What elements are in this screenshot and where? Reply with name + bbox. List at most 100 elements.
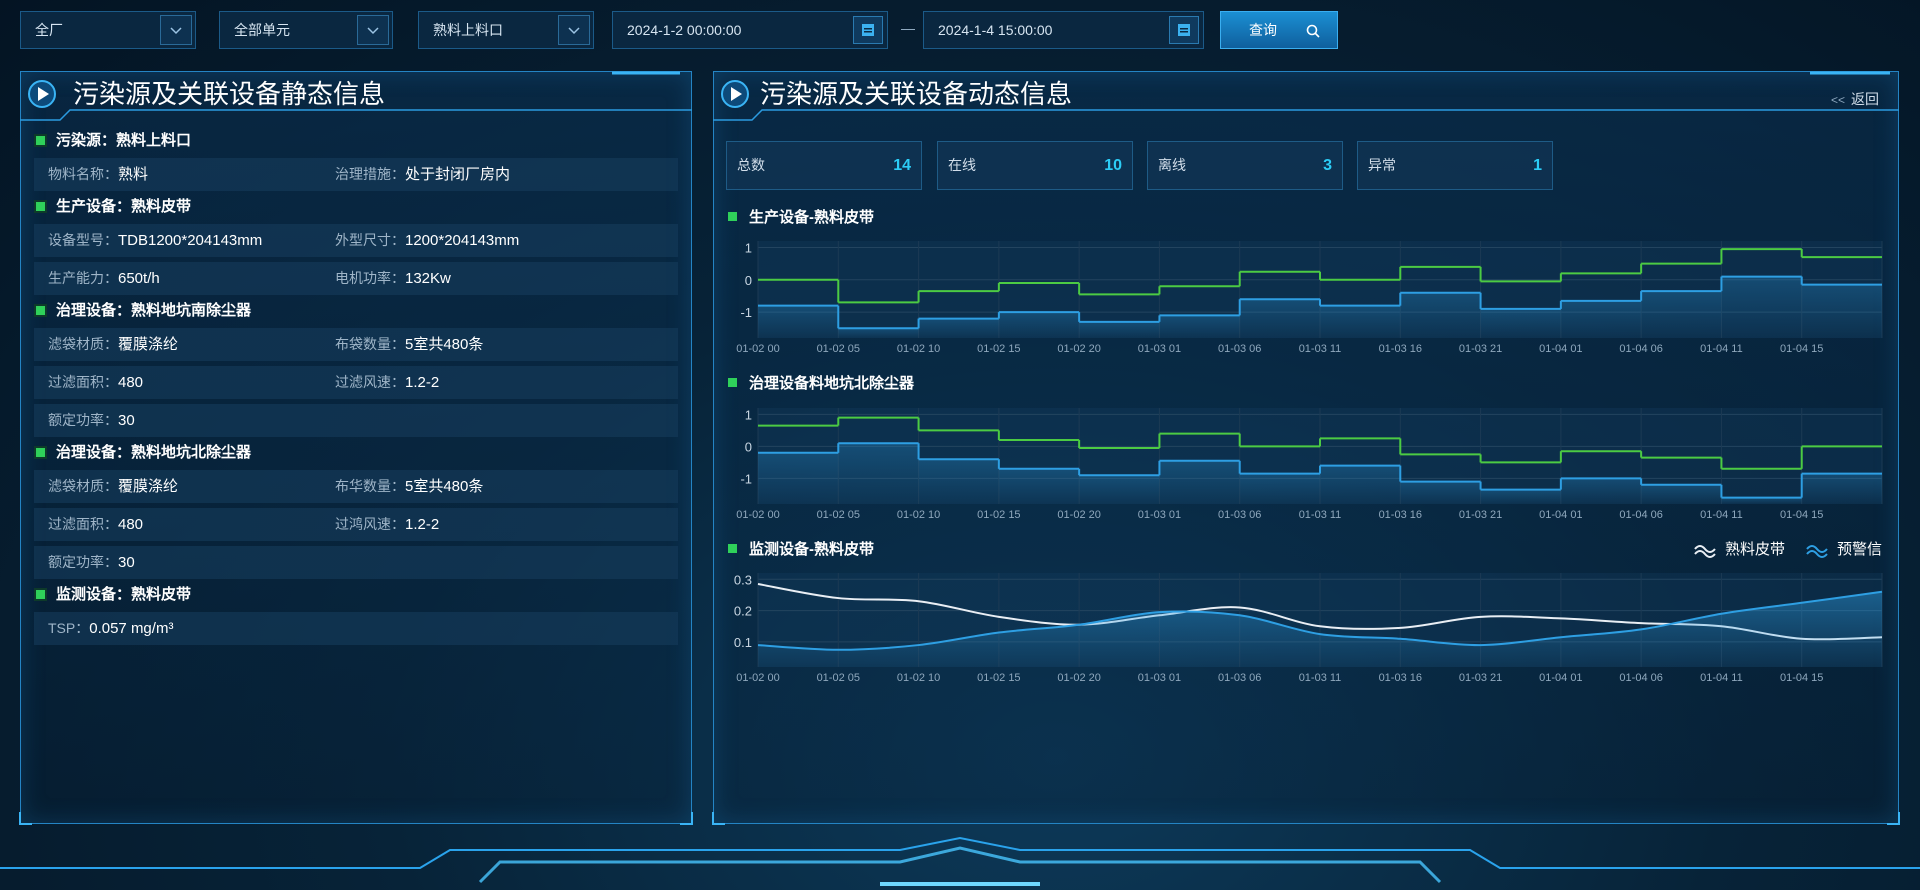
info-cell: 过滤面积：480 bbox=[48, 508, 143, 541]
info-cell: 治理措施：处于封闭厂房内 bbox=[335, 158, 510, 191]
y-tick-label: 0 bbox=[745, 273, 752, 288]
x-tick-label: 01-04 11 bbox=[1700, 343, 1743, 355]
date-separator bbox=[901, 29, 915, 30]
step-area bbox=[838, 443, 919, 504]
step-area bbox=[1721, 276, 1802, 338]
chart-title-marker bbox=[728, 212, 737, 221]
stat-label: 在线 bbox=[948, 157, 976, 173]
info-cell: 过滤面积：480 bbox=[48, 366, 143, 399]
info-value: 132Kw bbox=[405, 270, 451, 287]
chart: 治理设备料地坑北除尘器 1 0 -1 01-02 00 01-02 05 01-02 10 0… bbox=[728, 374, 1883, 521]
info-value: 熟料 bbox=[118, 166, 149, 183]
unit-select[interactable]: 全部单元 bbox=[219, 11, 393, 49]
dropdown-arrow bbox=[558, 15, 590, 45]
info-label: 外型尺寸： bbox=[335, 232, 405, 248]
info-value: TDB1200*204143mm bbox=[118, 232, 263, 249]
x-tick-label: 01-02 15 bbox=[977, 672, 1020, 684]
info-label: 布华数量： bbox=[335, 478, 405, 494]
x-tick-label: 01-04 06 bbox=[1619, 672, 1662, 684]
info-label: 额定功率： bbox=[48, 554, 118, 570]
x-tick-label: 01-03 21 bbox=[1459, 672, 1502, 684]
x-tick-label: 01-03 16 bbox=[1379, 343, 1422, 355]
info-row: 设备型号：TDB1200*204143mm 外型尺寸：1200*204143mm bbox=[34, 224, 678, 257]
info-label: 滤袋材质： bbox=[48, 336, 118, 352]
step-area bbox=[1159, 315, 1240, 338]
x-tick-label: 01-03 21 bbox=[1459, 343, 1502, 355]
chevron bbox=[170, 27, 182, 35]
x-tick-label: 01-02 20 bbox=[1057, 343, 1100, 355]
x-tick-label: 01-04 15 bbox=[1780, 509, 1823, 521]
query-button[interactable]: 查询 bbox=[1220, 11, 1338, 49]
info-label: 滤袋材质： bbox=[48, 478, 118, 494]
info-cell: 滤袋材质：覆膜涤纶 bbox=[48, 470, 178, 503]
info-value: 1.2-2 bbox=[405, 516, 440, 533]
step-area bbox=[758, 452, 839, 504]
calendar bbox=[862, 24, 874, 36]
x-tick-label: 01-04 06 bbox=[1619, 343, 1662, 355]
x-tick-label: 01-03 16 bbox=[1379, 509, 1422, 521]
info-row: 生产能力：650t/h 电机功率：132Kw bbox=[34, 262, 678, 295]
stat-value: 3 bbox=[1323, 157, 1332, 174]
icon-play bbox=[38, 87, 49, 101]
info-value: 5室共480条 bbox=[405, 336, 484, 353]
factory-select[interactable]: 全厂 bbox=[20, 11, 196, 49]
legend-label: 预警信 bbox=[1837, 541, 1882, 558]
info-label: 过滤风速： bbox=[335, 374, 405, 390]
info-value: 覆膜涤纶 bbox=[118, 478, 179, 495]
info-row: 物料名称：熟料 治理措施：处于封闭厂房内 bbox=[34, 158, 678, 191]
step-area bbox=[998, 468, 1080, 504]
chart-title: 监测设备-熟料皮带 bbox=[749, 540, 874, 558]
search-icon bbox=[1306, 24, 1320, 38]
x-tick-label: 01-03 16 bbox=[1379, 672, 1422, 684]
stat-card: 异常 1 bbox=[1357, 141, 1553, 190]
step-area bbox=[1721, 497, 1802, 504]
end-date[interactable]: 2024-1-4 15:00:00 bbox=[923, 11, 1204, 49]
y-tick-label: 0.2 bbox=[734, 604, 752, 619]
x-tick-label: 01-02 05 bbox=[817, 672, 860, 684]
step-area bbox=[1400, 292, 1481, 338]
x-tick-label: 01-03 11 bbox=[1299, 672, 1342, 684]
source-select[interactable]: 熟料上料口 bbox=[418, 11, 594, 49]
dynamic-title: 污染源及关联设备动态信息 bbox=[760, 79, 1073, 109]
chart: 生产设备-熟料皮带 1 0 -1 01-02 00 01-02 05 01-02 10 01-… bbox=[728, 208, 1883, 355]
step-area bbox=[1560, 478, 1642, 504]
stat-label: 异常 bbox=[1368, 157, 1396, 173]
y-tick-label: 0.1 bbox=[734, 635, 752, 650]
info-label: 布袋数量： bbox=[335, 336, 405, 352]
chart-title: 治理设备料地坑北除尘器 bbox=[749, 374, 915, 392]
info-cell: 生产能力：650t/h bbox=[48, 262, 160, 295]
start-date[interactable]: 2024-1-2 00:00:00 bbox=[612, 11, 888, 49]
line bbox=[757, 590, 1883, 651]
info-value: 480 bbox=[118, 516, 144, 533]
x-tick-label: 01-04 06 bbox=[1619, 509, 1662, 521]
line-area bbox=[758, 591, 1882, 667]
x-tick-label: 01-02 20 bbox=[1057, 672, 1100, 684]
x-tick-label: 01-02 00 bbox=[736, 343, 779, 355]
info-cell: 物料名称：熟料 bbox=[48, 158, 148, 191]
info-cell: 滤袋材质：覆膜涤纶 bbox=[48, 328, 178, 361]
stat-card: 在线 10 bbox=[937, 141, 1133, 190]
y-tick-label: -1 bbox=[740, 471, 752, 486]
calendar-icon bbox=[1169, 16, 1199, 44]
x-tick-label: 01-04 01 bbox=[1539, 672, 1582, 684]
info-row: 额定功率：30 bbox=[34, 546, 678, 579]
step-area bbox=[838, 328, 919, 338]
y-tick-label: 1 bbox=[745, 407, 752, 422]
info-label: 物料名称： bbox=[48, 166, 118, 182]
step-area bbox=[1239, 299, 1320, 338]
static-panel bbox=[20, 71, 692, 824]
icon-play bbox=[731, 87, 742, 101]
title-rule bbox=[20, 109, 692, 121]
chevron bbox=[367, 27, 379, 35]
step-area bbox=[1641, 484, 1722, 504]
info-value: 0.057 mg/m³ bbox=[89, 620, 174, 637]
step-area bbox=[1560, 300, 1642, 338]
step-area bbox=[1320, 305, 1401, 338]
chart-title: 生产设备-熟料皮带 bbox=[749, 208, 874, 226]
x-tick-label: 01-02 10 bbox=[897, 509, 940, 521]
back-button[interactable]: << 返回 bbox=[1831, 89, 1879, 109]
info-value: 处于封闭厂房内 bbox=[405, 166, 511, 183]
x-tick-label: 01-02 00 bbox=[736, 672, 779, 684]
select-text: 全部单元 bbox=[234, 22, 290, 38]
